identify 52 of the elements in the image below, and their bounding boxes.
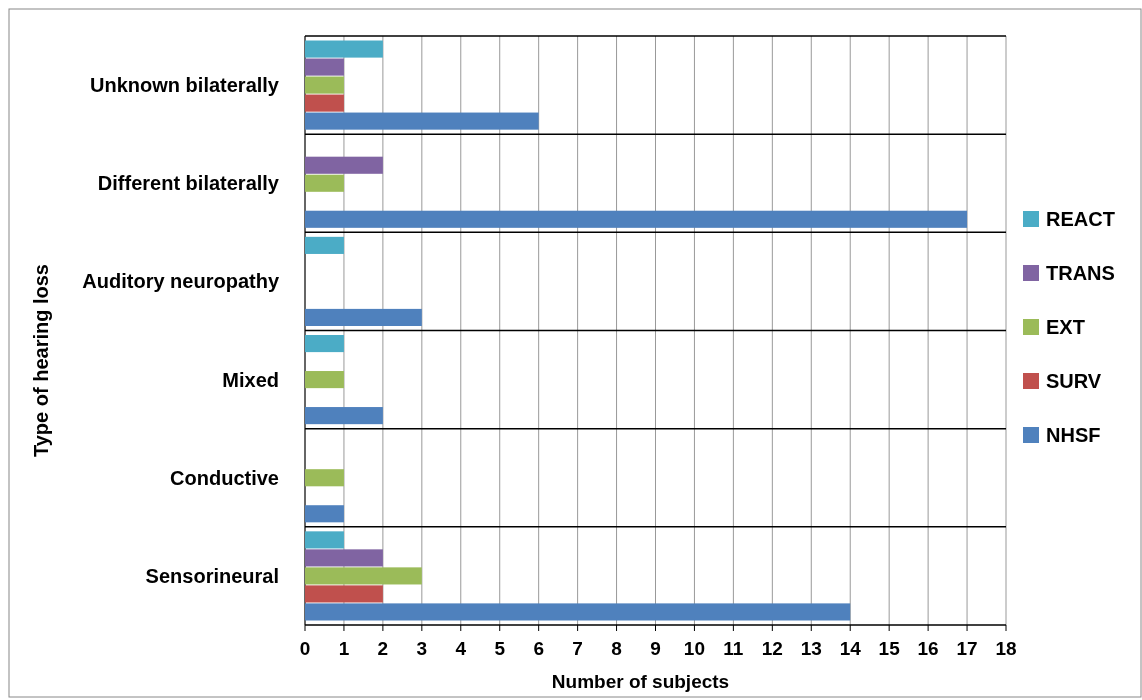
legend-label: EXT [1046, 316, 1085, 338]
bar [305, 76, 344, 94]
bar [305, 531, 344, 549]
y-tick-label: Auditory neuropathy [82, 270, 280, 293]
x-tick-label: 18 [995, 638, 1017, 659]
x-tick-label: 6 [533, 638, 544, 659]
x-tick-label: 17 [956, 638, 978, 659]
x-tick-label: 16 [917, 638, 939, 659]
bar [305, 603, 851, 621]
x-tick-label: 10 [683, 638, 706, 659]
bar [305, 585, 383, 603]
x-tick-label: 13 [800, 638, 822, 659]
bar [305, 40, 383, 58]
x-tick-label: 15 [878, 638, 901, 659]
y-tick-label: Conductive [170, 466, 279, 489]
x-tick-label: 3 [416, 638, 428, 659]
bar [305, 58, 344, 76]
legend-label: REACT [1046, 208, 1115, 230]
x-tick-label: 14 [839, 638, 862, 659]
bar [305, 236, 344, 254]
bar [305, 335, 344, 353]
legend-label: TRANS [1046, 262, 1115, 284]
x-tick-label: 9 [650, 638, 661, 659]
bar [305, 505, 344, 523]
x-tick-label: 0 [299, 638, 311, 659]
bar [305, 112, 539, 130]
bar [305, 549, 383, 567]
x-tick-label: 12 [761, 638, 783, 659]
x-tick-label: 5 [494, 638, 506, 659]
legend-label: SURV [1046, 370, 1102, 392]
bar [305, 308, 422, 326]
x-axis-title: Number of subjects [551, 671, 730, 692]
legend-label: NHSF [1046, 424, 1101, 446]
bar [305, 469, 344, 487]
bar [305, 371, 344, 389]
x-tick-label: 11 [723, 638, 744, 659]
x-tick-label: 4 [455, 638, 467, 659]
bar [305, 156, 383, 174]
y-axis-title: Type of hearing loss [30, 264, 52, 457]
bar [305, 567, 422, 585]
x-tick-label: 7 [572, 638, 583, 659]
y-tick-label: Sensorineural [145, 564, 279, 587]
bar [305, 407, 383, 425]
y-tick-label: Mixed [222, 368, 279, 391]
x-tick-label: 1 [338, 638, 350, 659]
bar [305, 174, 344, 192]
x-tick-label: 2 [377, 638, 389, 659]
y-tick-label: Different bilaterally [97, 172, 280, 195]
x-tick-label: 8 [611, 638, 622, 659]
bar [305, 94, 344, 112]
y-tick-label: Unknown bilaterally [90, 74, 280, 97]
bar [305, 210, 968, 228]
